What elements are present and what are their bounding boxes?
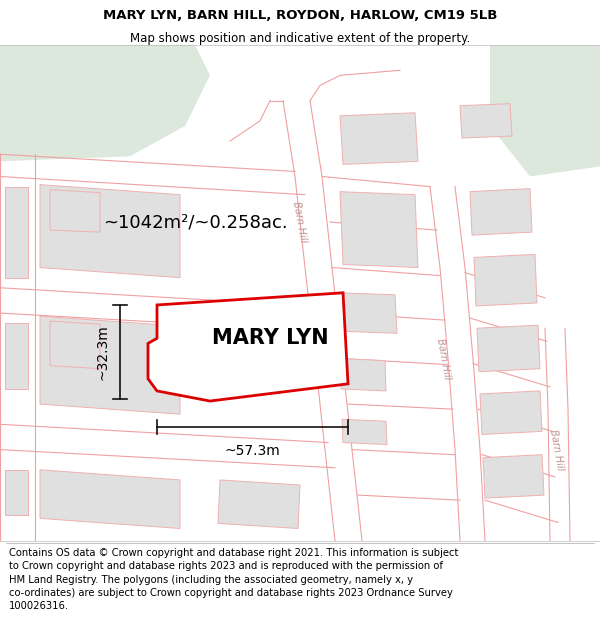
Polygon shape xyxy=(483,454,544,498)
Polygon shape xyxy=(340,112,418,164)
Polygon shape xyxy=(40,184,180,278)
Polygon shape xyxy=(340,359,386,391)
Polygon shape xyxy=(340,192,418,268)
Polygon shape xyxy=(5,187,28,278)
Polygon shape xyxy=(5,470,28,516)
Polygon shape xyxy=(0,45,210,161)
Text: ~32.3m: ~32.3m xyxy=(96,324,110,380)
Text: Contains OS data © Crown copyright and database right 2021. This information is : Contains OS data © Crown copyright and d… xyxy=(9,548,458,611)
Text: ~1042m²/~0.258ac.: ~1042m²/~0.258ac. xyxy=(103,213,287,231)
Polygon shape xyxy=(50,189,100,232)
Text: Barn Hill: Barn Hill xyxy=(292,201,308,243)
Text: ~57.3m: ~57.3m xyxy=(224,444,280,458)
Polygon shape xyxy=(40,316,180,414)
Polygon shape xyxy=(340,292,397,333)
Text: Map shows position and indicative extent of the property.: Map shows position and indicative extent… xyxy=(130,32,470,46)
Polygon shape xyxy=(480,391,542,434)
Polygon shape xyxy=(218,480,300,529)
Polygon shape xyxy=(148,292,348,401)
Polygon shape xyxy=(470,189,532,235)
Polygon shape xyxy=(40,470,180,529)
Text: MARY LYN: MARY LYN xyxy=(212,328,328,348)
Text: MARY LYN, BARN HILL, ROYDON, HARLOW, CM19 5LB: MARY LYN, BARN HILL, ROYDON, HARLOW, CM1… xyxy=(103,9,497,22)
Polygon shape xyxy=(474,254,537,306)
Polygon shape xyxy=(5,323,28,389)
Polygon shape xyxy=(477,325,540,372)
Polygon shape xyxy=(490,45,600,176)
Polygon shape xyxy=(50,321,100,369)
Polygon shape xyxy=(460,104,512,138)
Text: Barn Hill: Barn Hill xyxy=(548,428,566,471)
Text: Barn Hill: Barn Hill xyxy=(436,338,452,380)
Polygon shape xyxy=(342,419,387,444)
